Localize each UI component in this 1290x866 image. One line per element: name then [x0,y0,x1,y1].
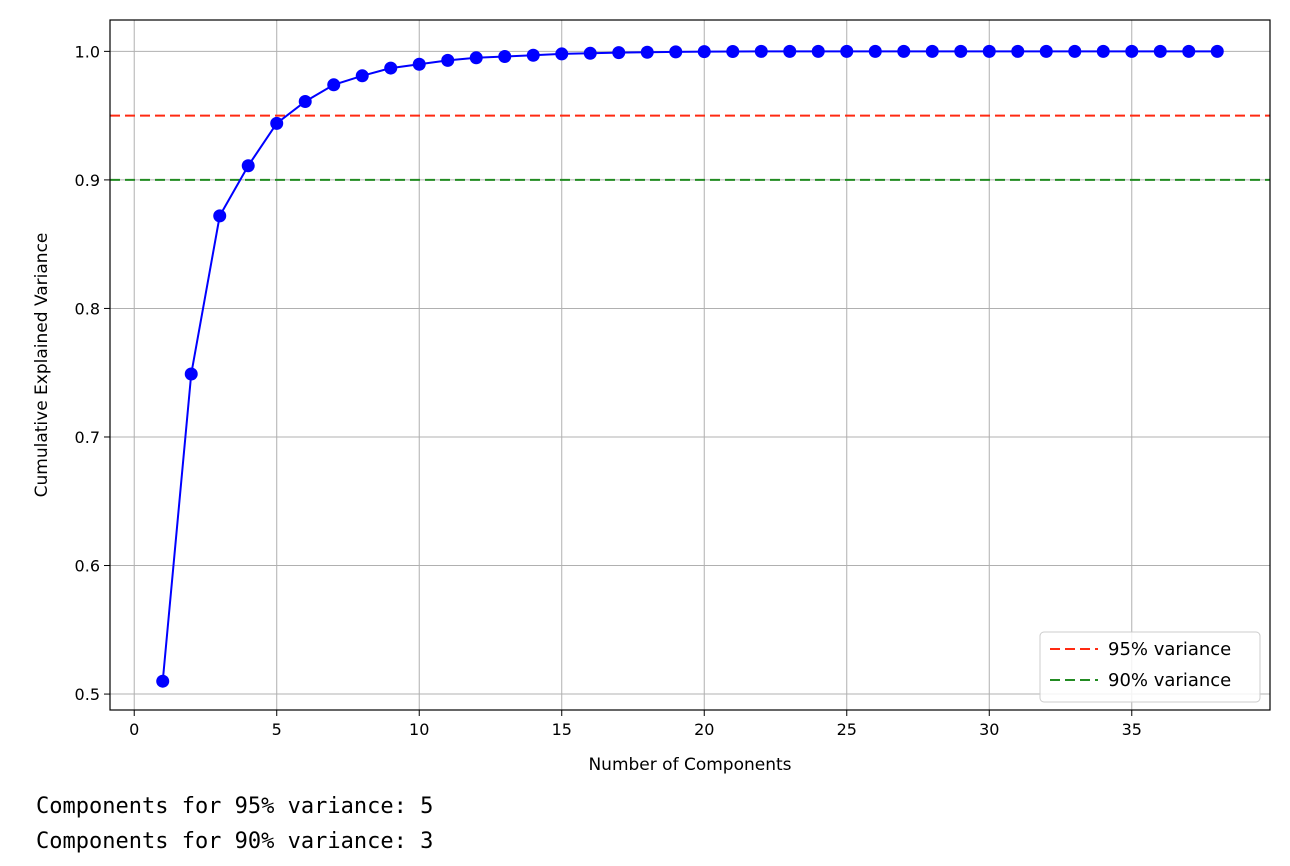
x-axis-label: Number of Components [588,755,791,775]
data-point [213,209,227,223]
threshold-lines [110,114,1270,181]
axis-ticks: 0 5 10 15 20 25 30 35 0.5 0.6 0.7 0.8 0.9 1.0 [75,42,1142,739]
data-point [1011,44,1025,58]
y-tick-label: 0.5 [75,685,100,704]
x-tick-label: 30 [979,720,999,739]
variance-chart: 0 5 10 15 20 25 30 35 0.5 0.6 0.7 0.8 0.9 1.0 Number … [32,19,1271,775]
x-tick-label: 5 [272,720,282,739]
data-point [526,48,540,62]
data-point [1096,44,1110,58]
data-point [355,69,369,83]
data-point [1153,44,1167,58]
data-point [184,367,198,381]
data-point [1039,44,1053,58]
data-point [1182,44,1196,58]
x-tick-label: 10 [409,720,429,739]
y-axis-label: Cumulative Explained Variance [32,233,52,498]
plot-background [110,20,1270,710]
data-point [412,57,426,71]
legend-label-90: 90% variance [1108,670,1231,691]
x-tick-label: 15 [552,720,572,739]
data-point [1125,44,1139,58]
data-point [1068,44,1082,58]
data-point [441,53,455,67]
data-point [384,61,398,75]
data-point [954,44,968,58]
data-point [156,674,170,688]
data-point [868,44,882,58]
data-point [811,44,825,58]
data-point [241,159,255,173]
data-series [156,44,1224,688]
x-tick-label: 35 [1122,720,1142,739]
output-line-90: Components for 90% variance: 3 [36,829,434,854]
data-point [498,50,512,64]
data-point [925,44,939,58]
data-point [840,44,854,58]
data-point [1210,44,1224,58]
data-point [298,94,312,108]
data-point [469,51,483,65]
x-tick-label: 25 [837,720,857,739]
data-point [697,45,711,59]
x-tick-label: 0 [129,720,139,739]
data-point [669,45,683,59]
legend-label-95: 95% variance [1108,639,1231,660]
data-point [982,44,996,58]
y-tick-label: 0.9 [75,171,100,190]
data-point [583,46,597,60]
data-point [897,44,911,58]
data-point [640,45,654,59]
x-tick-label: 20 [694,720,714,739]
data-point [754,44,768,58]
legend: 95% variance 90% variance [1039,631,1261,703]
output-line-95: Components for 95% variance: 5 [36,794,434,819]
data-point [612,46,626,60]
data-point [783,44,797,58]
y-tick-label: 0.6 [75,557,100,576]
y-tick-label: 0.7 [75,428,100,447]
data-point [327,78,341,92]
y-tick-label: 0.8 [75,299,100,318]
data-point [270,116,284,130]
data-point [555,47,569,61]
data-point [726,44,740,58]
y-tick-label: 1.0 [75,42,100,61]
plot-frame [109,19,1271,711]
